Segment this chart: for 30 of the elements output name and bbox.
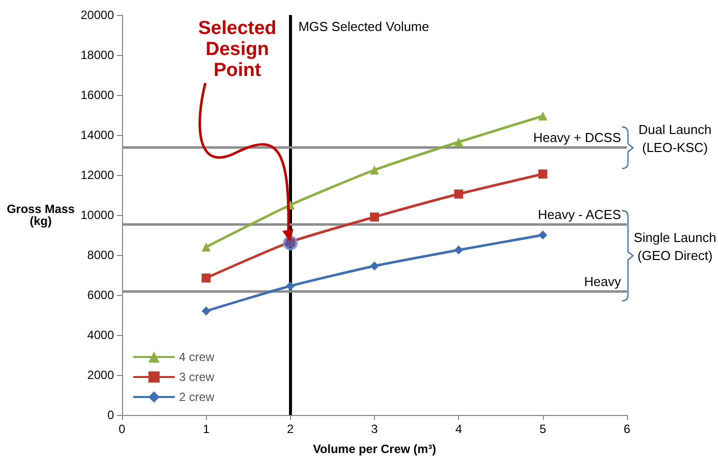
legend-label: 2 crew	[179, 390, 215, 404]
annotation: Selected Design Point	[197, 18, 278, 81]
legend-label: 4 crew	[179, 350, 215, 364]
y-tick-label: 20000	[80, 8, 114, 22]
y-tick-label: 4000	[87, 328, 114, 342]
text: Single Launch (GEO Direct)	[633, 228, 717, 265]
x-tick-label: 1	[202, 422, 210, 436]
text: Dual Launch (LEO-KSC)	[638, 120, 712, 157]
x-tick-label: 2	[286, 422, 294, 436]
y-tick-label: 18000	[80, 48, 114, 62]
y-tick-label: 14000	[80, 128, 114, 142]
ref-line-label: Heavy - ACES	[538, 207, 622, 222]
x-tick-label: 3	[371, 422, 378, 436]
ref-line-label: MGS Selected Volume	[298, 19, 430, 34]
x-tick-label: 0	[118, 422, 126, 436]
y-tick-label: 2000	[87, 368, 114, 382]
ref-line-label: Heavy + DCSS	[533, 130, 622, 145]
x-tick-label: 6	[624, 422, 631, 436]
y-tick-label: 0	[107, 408, 114, 422]
y-tick-label: 8000	[87, 248, 114, 262]
y-tick-label: 12000	[80, 168, 114, 182]
x-tick-label: 5	[539, 422, 546, 436]
y-axis-title: Gross Mass (kg)	[6, 202, 76, 228]
ref-line-label: Heavy	[584, 274, 622, 289]
legend-label: 3 crew	[179, 370, 215, 384]
x-tick-label: 4	[455, 422, 462, 436]
y-tick-label: 16000	[80, 88, 114, 102]
x-axis-title: Volume per Crew (m³)	[312, 442, 436, 456]
y-tick-label: 10000	[80, 208, 114, 222]
y-tick-label: 6000	[87, 288, 114, 302]
